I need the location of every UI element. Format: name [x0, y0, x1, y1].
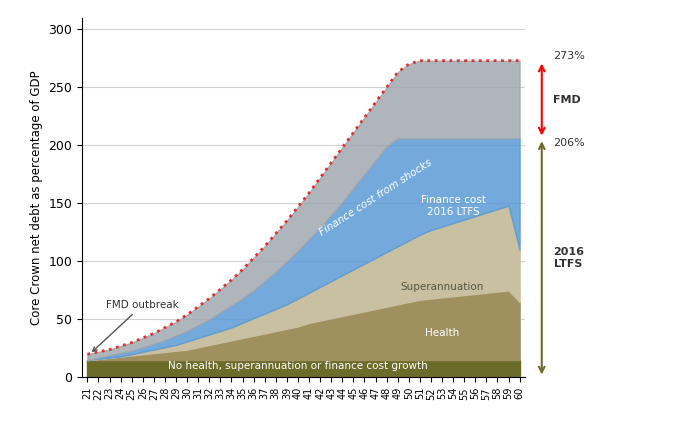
Text: FMD outbreak: FMD outbreak — [93, 300, 179, 351]
Text: Finance cost
2016 LTFS: Finance cost 2016 LTFS — [421, 195, 486, 217]
Text: FMD: FMD — [553, 95, 580, 104]
Text: 2016
LTFS: 2016 LTFS — [553, 247, 584, 269]
Text: No health, superannuation or finance cost growth: No health, superannuation or finance cos… — [168, 361, 428, 371]
Text: 206%: 206% — [553, 138, 584, 148]
Text: Health: Health — [425, 328, 459, 338]
Y-axis label: Core Crown net debt as percentage of GDP: Core Crown net debt as percentage of GDP — [30, 70, 43, 325]
Text: Finance cost from shocks: Finance cost from shocks — [318, 158, 434, 238]
Text: Superannuation: Superannuation — [400, 282, 484, 292]
Text: 273%: 273% — [553, 51, 584, 61]
